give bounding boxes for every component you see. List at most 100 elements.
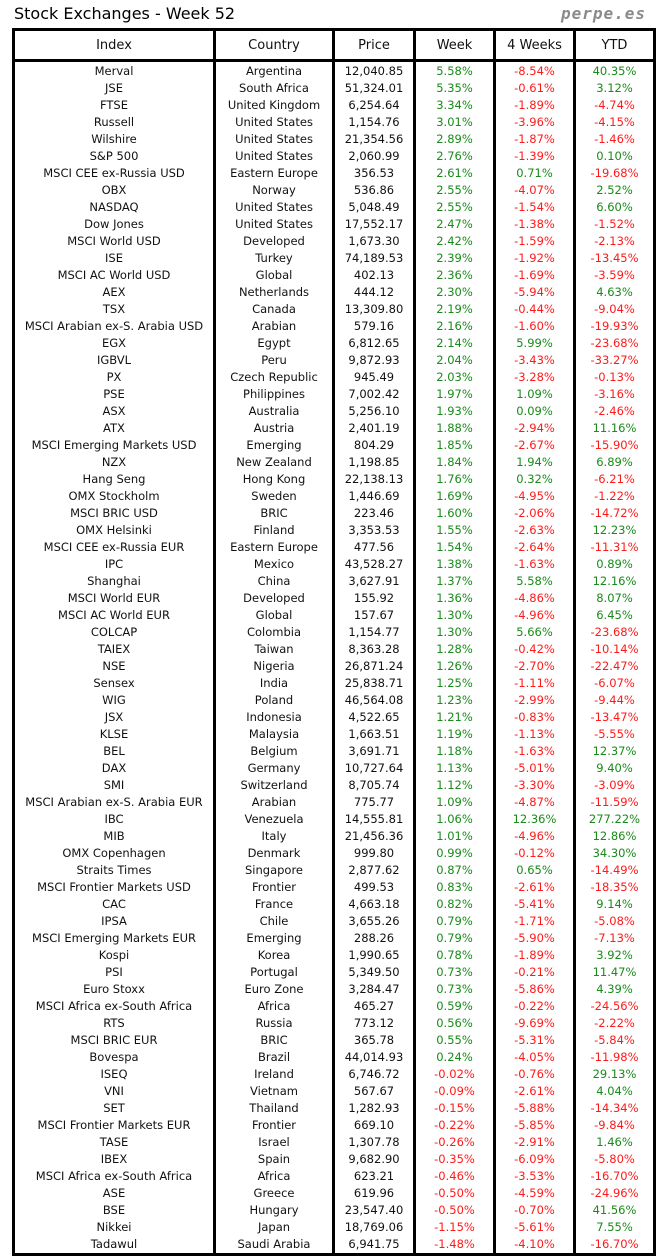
table-row: MSCI Africa ex-South Africa Africa 623.21-… (14, 1168, 655, 1185)
table-row: Straits Times Singapore 2,877.62 0.87% 0.65%… (14, 862, 655, 879)
table-row: IBEX Spain 9,682.90 -0.35% -6.09% -5.80% (14, 1151, 655, 1168)
table-row: TASE Israel 1,307.78 -0.26% -2.91% 1.46% (14, 1134, 655, 1151)
ytd-cell: 12.23% (573, 522, 655, 539)
price-cell: 1,282.93 (332, 1100, 415, 1117)
index-cell: Dow Jones (84, 217, 144, 231)
table-row: Euro Stoxx Euro Zone 3,284.47 0.73% -5.86% 4.… (14, 981, 655, 998)
week-cell: 2.30% (413, 284, 495, 301)
table-row: Sensex India 25,838.71 1.25% -1.11% -6.07% (14, 675, 655, 692)
index-cell: MSCI Frontier Markets EUR (37, 1118, 191, 1132)
4-weeks-cell: -5.61% (493, 1219, 575, 1236)
index-cell: PSE (103, 387, 125, 401)
index-cell: MSCI Arabian ex-S. Arabia EUR (25, 795, 203, 809)
column-header-ytd: YTD (573, 29, 655, 62)
table-row: Russell United States 1,154.76 3.01% -3.96% -… (14, 114, 655, 131)
4-weeks-cell: -0.70% (493, 1202, 575, 1219)
4-weeks-cell: -4.10% (493, 1236, 575, 1255)
price-cell: 9,872.93 (332, 352, 415, 369)
index-cell: MSCI BRIC EUR (70, 1033, 158, 1047)
4-weeks-cell: -5.41% (493, 896, 575, 913)
index-cell: FTSE (99, 98, 128, 112)
ytd-cell: 3.92% (573, 947, 655, 964)
week-cell: -0.02% (413, 1066, 495, 1083)
country-cell: Netherlands (213, 284, 334, 301)
price-cell: 8,363.28 (332, 641, 415, 658)
country-cell: Nigeria (213, 658, 334, 675)
country-cell: Vietnam (213, 1083, 334, 1100)
table-row: OMX Helsinki Finland 3,353.53 1.55% -2.63% 12… (14, 522, 655, 539)
4-weeks-cell: -5.86% (493, 981, 575, 998)
index-cell: NSE (102, 659, 126, 673)
week-cell: 1.85% (413, 437, 495, 454)
country-cell: Peru (213, 352, 334, 369)
table-row: JSE South Africa 51,324.01 5.35% -0.61% 3.12% (14, 80, 655, 97)
index-cell: AEX (102, 285, 126, 299)
country-cell: Israel (213, 1134, 334, 1151)
4-weeks-cell: 12.36% (493, 811, 575, 828)
index-cell: ISE (105, 251, 123, 265)
country-cell: Global (213, 607, 334, 624)
table-row: EGX Egypt 6,812.65 2.14% 5.99% -23.68% (14, 335, 655, 352)
price-cell: 444.12 (332, 284, 415, 301)
4-weeks-cell: -4.87% (493, 794, 575, 811)
price-cell: 18,769.06 (332, 1219, 415, 1236)
week-cell: 1.12% (413, 777, 495, 794)
week-cell: 1.97% (413, 386, 495, 403)
week-cell: 1.30% (413, 607, 495, 624)
index-cell: PX (106, 370, 122, 384)
ytd-cell: -2.22% (573, 1015, 655, 1032)
ytd-cell: 11.16% (573, 420, 655, 437)
4-weeks-cell: -5.01% (493, 760, 575, 777)
country-cell: Russia (213, 1015, 334, 1032)
index-cell: Nikkei (96, 1220, 132, 1234)
week-cell: 1.36% (413, 590, 495, 607)
week-cell: 1.28% (413, 641, 495, 658)
table-row: MSCI Emerging Markets USD Emerging 804.29 1… (14, 437, 655, 454)
country-cell: Euro Zone (213, 981, 334, 998)
table-row: MSCI Emerging Markets EUR Emerging 288.26 0… (14, 930, 655, 947)
table-row: ASX Australia 5,256.10 1.93% 0.09% -2.46% (14, 403, 655, 420)
table-row: SMI Switzerland 8,705.74 1.12% -3.30% -3.09% (14, 777, 655, 794)
index-cell: MSCI Emerging Markets EUR (32, 931, 196, 945)
4-weeks-cell: -3.43% (493, 352, 575, 369)
column-header-country: Country (213, 29, 334, 62)
ytd-cell: 0.10% (573, 148, 655, 165)
table-row: OMX Copenhagen Denmark 999.80 0.99% -0.12% 34… (14, 845, 655, 862)
week-cell: 1.37% (413, 573, 495, 590)
price-cell: 4,522.65 (332, 709, 415, 726)
ytd-cell: 34.30% (573, 845, 655, 862)
week-cell: 1.69% (413, 488, 495, 505)
country-cell: Ireland (213, 1066, 334, 1083)
country-cell: Emerging (213, 437, 334, 454)
price-cell: 44,014.93 (332, 1049, 415, 1066)
4-weeks-cell: -1.38% (493, 216, 575, 233)
week-cell: 2.55% (413, 182, 495, 199)
index-cell: IBEX (100, 1152, 128, 1166)
header-row: Index Country Price Week 4 Weeks YTD (13, 29, 655, 62)
price-cell: 22,138.13 (332, 471, 415, 488)
country-cell: Austria (213, 420, 334, 437)
index-cell: Sensex (93, 676, 135, 690)
price-cell: 23,547.40 (332, 1202, 415, 1219)
table-row: Hang Seng Hong Kong 22,138.13 1.76% 0.32% -6.… (14, 471, 655, 488)
week-cell: 1.60% (413, 505, 495, 522)
index-cell: MSCI Africa ex-South Africa (35, 999, 193, 1013)
4-weeks-cell: -2.67% (493, 437, 575, 454)
price-cell: 1,154.77 (332, 624, 415, 641)
week-cell: 1.84% (413, 454, 495, 471)
price-cell: 43,528.27 (332, 556, 415, 573)
4-weeks-cell: -1.71% (493, 913, 575, 930)
4-weeks-cell: -8.54% (493, 60, 575, 80)
table-row: Shanghai China 3,627.91 1.37% 5.58% 12.16% (14, 573, 655, 590)
week-cell: -1.48% (413, 1236, 495, 1255)
4-weeks-cell: -0.61% (493, 80, 575, 97)
country-cell: Developed (213, 233, 334, 250)
table-row: Bovespa Brazil 44,014.93 0.24% -4.05% -11.98% (14, 1049, 655, 1066)
price-cell: 773.12 (332, 1015, 415, 1032)
country-cell: Poland (213, 692, 334, 709)
table-row: AEX Netherlands 444.12 2.30% -5.94% 4.63% (14, 284, 655, 301)
week-cell: 2.03% (413, 369, 495, 386)
index-cell: MSCI Africa ex-South Africa (35, 1169, 193, 1183)
table-row: FTSE United Kingdom 6,254.64 3.34% -1.89% -4.… (14, 97, 655, 114)
index-cell: WIG (102, 693, 126, 707)
